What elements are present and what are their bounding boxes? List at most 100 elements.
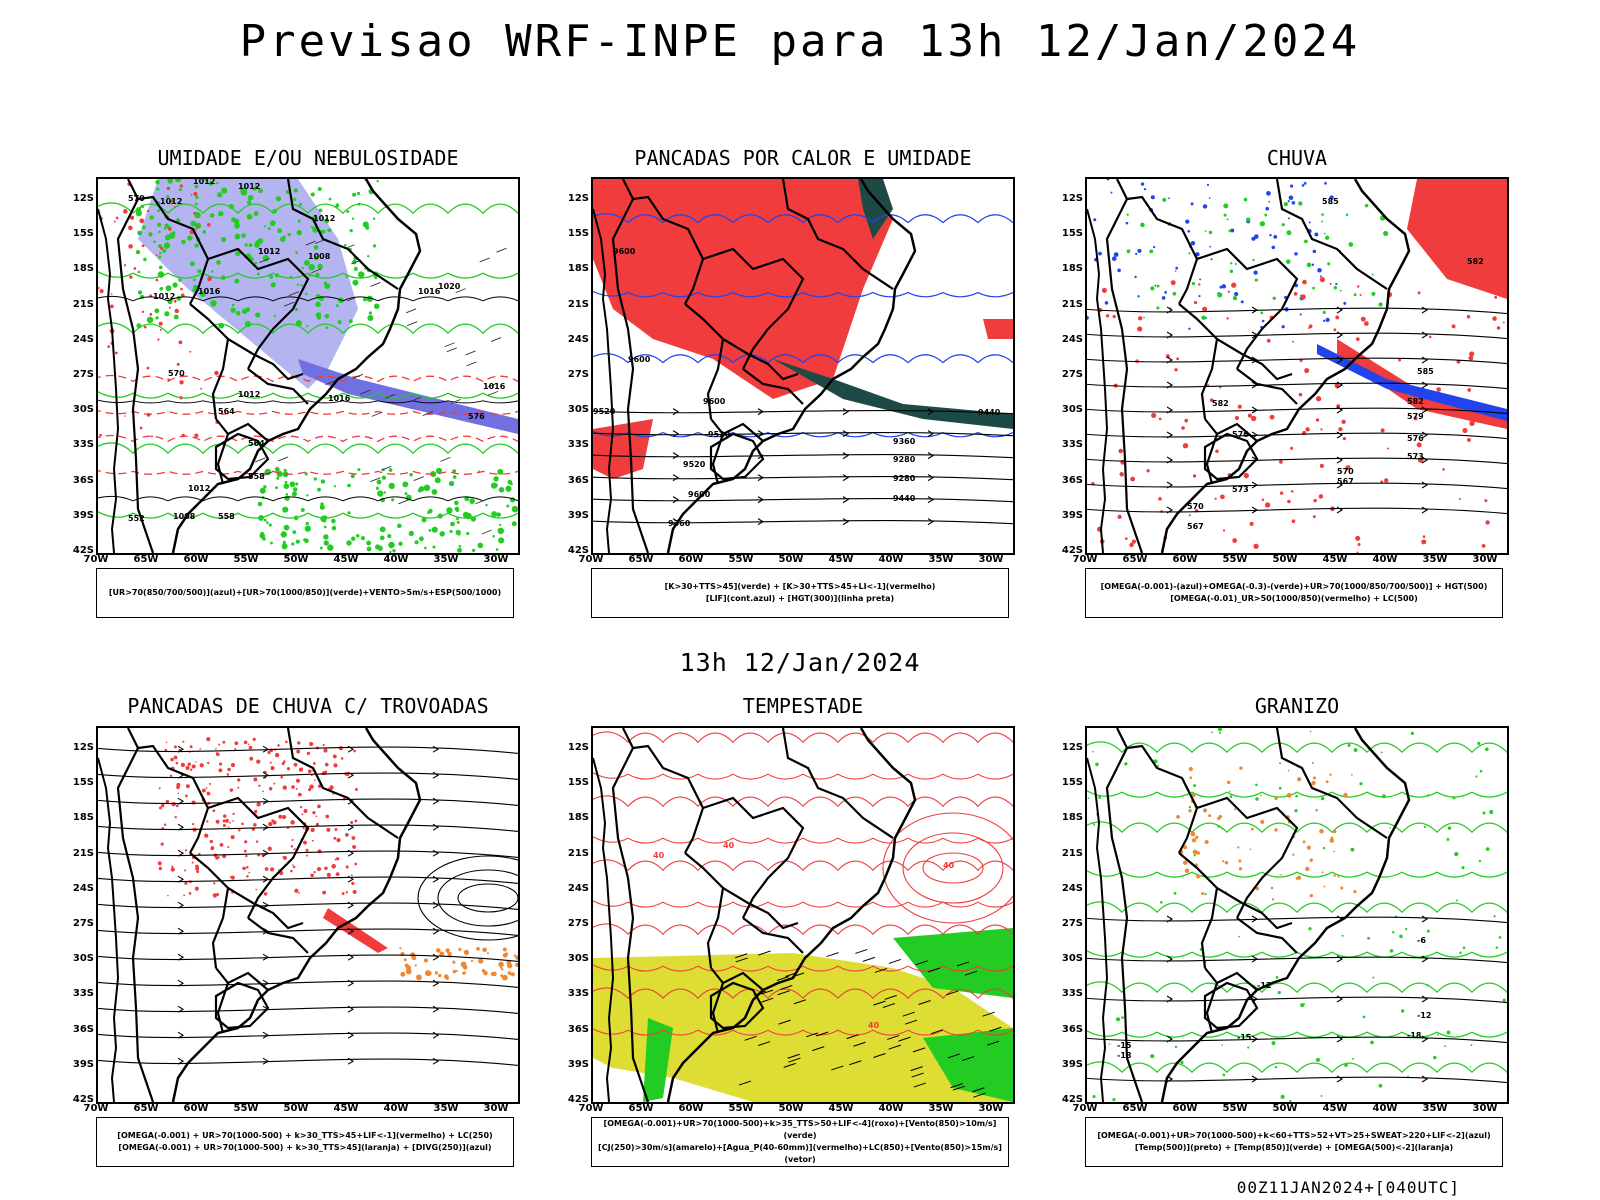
contour-label: 9600 [703, 397, 726, 406]
legend-line: [OMEGA(-0.001) + UR>70(1000-500) + k>30_… [118, 1143, 492, 1152]
lat-tick-label: 33S [1061, 439, 1083, 451]
lat-tick-label: 27S [567, 918, 589, 929]
legend-line: [UR>70(850/700/500)](azul)+[UR>70(1000/8… [108, 588, 502, 597]
lat-tick-label: 15S [72, 777, 94, 789]
lat-tick-label: 39S [1061, 1058, 1083, 1070]
lon-tick-label: 45W [828, 554, 854, 565]
lat-tick-label: 15S [72, 228, 94, 240]
lat-tick-label: 15S [567, 228, 589, 240]
lon-tick-label: 50W [1272, 1103, 1298, 1114]
lat-tick-label: 36S [1061, 1023, 1083, 1035]
contour-label: 564 [248, 439, 265, 448]
lat-tick-label: 42S [1061, 545, 1083, 556]
contour-label: 567 [1187, 522, 1204, 531]
lon-tick-label: 60W [1172, 554, 1198, 565]
legend-line: [OMEGA(-0.01)_UR>50(1000/850)(vermelho) … [1170, 594, 1418, 603]
lon-tick-label: 40W [1372, 554, 1398, 565]
contour-label: 1016 [328, 394, 351, 403]
lon-tick-label: 55W [728, 554, 754, 565]
lat-tick-label: 33S [567, 988, 589, 1000]
legend-box: [OMEGA(-0.001) + UR>70(1000-500) + k>30_… [96, 1117, 514, 1167]
lat-tick-label: 12S [567, 193, 589, 204]
legend-line: [Temp(500)](preto) + [Temp(850)](verde) … [1134, 1143, 1454, 1152]
lon-tick-label: 45W [333, 1103, 359, 1114]
lat-tick-label: 30S [567, 404, 589, 416]
contour-label: 1012 [258, 247, 280, 256]
legend-box: [OMEGA(-0.001)+UR>70(1000-500)+k>35_TTS>… [591, 1117, 1009, 1167]
legend-line: [OMEGA(-0.001) + UR>70(1000-500) + k>30_… [117, 1131, 493, 1140]
lon-tick-label: 30W [483, 1103, 509, 1114]
legend-line: [K>30+TTS>45](verde) + [K>30+TTS>45+LI<-… [664, 582, 936, 591]
contour-label: 1012 [238, 390, 260, 399]
lat-tick-label: 42S [72, 1094, 94, 1105]
lat-tick-label: 30S [1061, 404, 1083, 416]
lon-tick-label: 70W [578, 1103, 604, 1114]
lat-tick-label: 24S [72, 333, 94, 345]
lon-tick-label: 35W [433, 1103, 459, 1114]
lat-tick-label: 36S [72, 474, 94, 486]
lat-tick-label: 42S [567, 1094, 589, 1105]
lat-tick-label: 36S [567, 474, 589, 486]
lat-tick-label: 42S [72, 545, 94, 556]
map-canvas [98, 728, 518, 1102]
lat-tick-label: 30S [72, 404, 94, 416]
lat-tick-label: 21S [1061, 847, 1083, 859]
contour-label: 9280 [893, 455, 916, 464]
lon-tick-label: 45W [333, 554, 359, 565]
lon-tick-label: 40W [878, 554, 904, 565]
lon-tick-label: 45W [828, 1103, 854, 1114]
map-canvas: -6-12-12-15-15-18-18 [1087, 728, 1507, 1102]
map-canvas: 1012 1012 1012 1012 1012 1008 1012 1016 1016 1016… [98, 179, 518, 553]
lon-tick-label: 30W [483, 554, 509, 565]
lat-tick-label: 39S [72, 1058, 94, 1070]
lon-tick-label: 55W [233, 1103, 259, 1114]
legend-line: [CJ(250)>30m/s](amarelo)+[Agua_P(40-60mm… [598, 1143, 1002, 1164]
legend-box: [OMEGA(-0.001)+UR>70(1000-500)+k<60+TTS>… [1085, 1117, 1503, 1167]
contour-label: 1020 [438, 282, 461, 291]
map-panel: 1012 1012 1012 1012 1012 1008 1012 1016 1016 1016… [96, 177, 520, 555]
lat-tick-label: 24S [1061, 882, 1083, 894]
lat-tick-label: 18S [72, 812, 94, 824]
contour-label: 585 [1417, 367, 1434, 376]
lon-tick-label: 50W [1272, 554, 1298, 565]
lat-tick-label: 18S [72, 263, 94, 275]
lat-tick-label: 12S [72, 193, 94, 204]
panel-title: CHUVA [1266, 146, 1328, 170]
lat-tick-label: 39S [567, 1058, 589, 1070]
contour-label: 40 [653, 851, 665, 860]
contour-label: 1012 [153, 292, 175, 301]
lon-tick-label: 70W [83, 554, 109, 565]
contour-label: 570 [1337, 467, 1354, 476]
contour-label: 9520 [708, 430, 731, 439]
lat-tick-label: 18S [567, 263, 589, 275]
lat-tick-label: 36S [72, 1023, 94, 1035]
panel-title: PANCADAS DE CHUVA C/ TROVOADAS [127, 694, 489, 718]
lat-tick-label: 30S [567, 953, 589, 965]
lon-tick-label: 50W [778, 554, 804, 565]
lat-tick-label: 24S [567, 333, 589, 345]
lat-tick-label: 27S [1061, 918, 1083, 929]
contour-label: 9440 [978, 408, 1001, 417]
contour-label: 1012 [188, 484, 210, 493]
lon-tick-label: 65W [628, 554, 654, 565]
lon-tick-label: 70W [1072, 1103, 1098, 1114]
contour-label: 1012 [238, 182, 260, 191]
contour-label: 552 [128, 514, 145, 523]
lon-tick-label: 30W [1472, 1103, 1498, 1114]
legend-line: [OMEGA(-0.001)+UR>70(1000-500)+k>35_TTS>… [603, 1119, 997, 1140]
map-panel: 585 585 582 579 576 573 570 567 582 582 576 573 570 5… [1085, 177, 1509, 555]
contour-label: -12 [1417, 1011, 1431, 1020]
contour-label: -6 [1417, 936, 1426, 945]
contour-label: 40 [868, 1021, 880, 1030]
lat-tick-label: 24S [1061, 333, 1083, 345]
lon-tick-label: 45W [1322, 1103, 1348, 1114]
lat-tick-label: 21S [567, 298, 589, 310]
lon-tick-label: 50W [778, 1103, 804, 1114]
contour-label: 9360 [668, 519, 691, 528]
panel-title: PANCADAS POR CALOR E UMIDADE [634, 146, 972, 170]
lat-tick-label: 21S [567, 847, 589, 859]
lat-tick-label: 36S [1061, 474, 1083, 486]
lat-tick-label: 27S [1061, 369, 1083, 380]
contour-label: -18 [1407, 1031, 1422, 1040]
contour-label: 576 [468, 412, 485, 421]
